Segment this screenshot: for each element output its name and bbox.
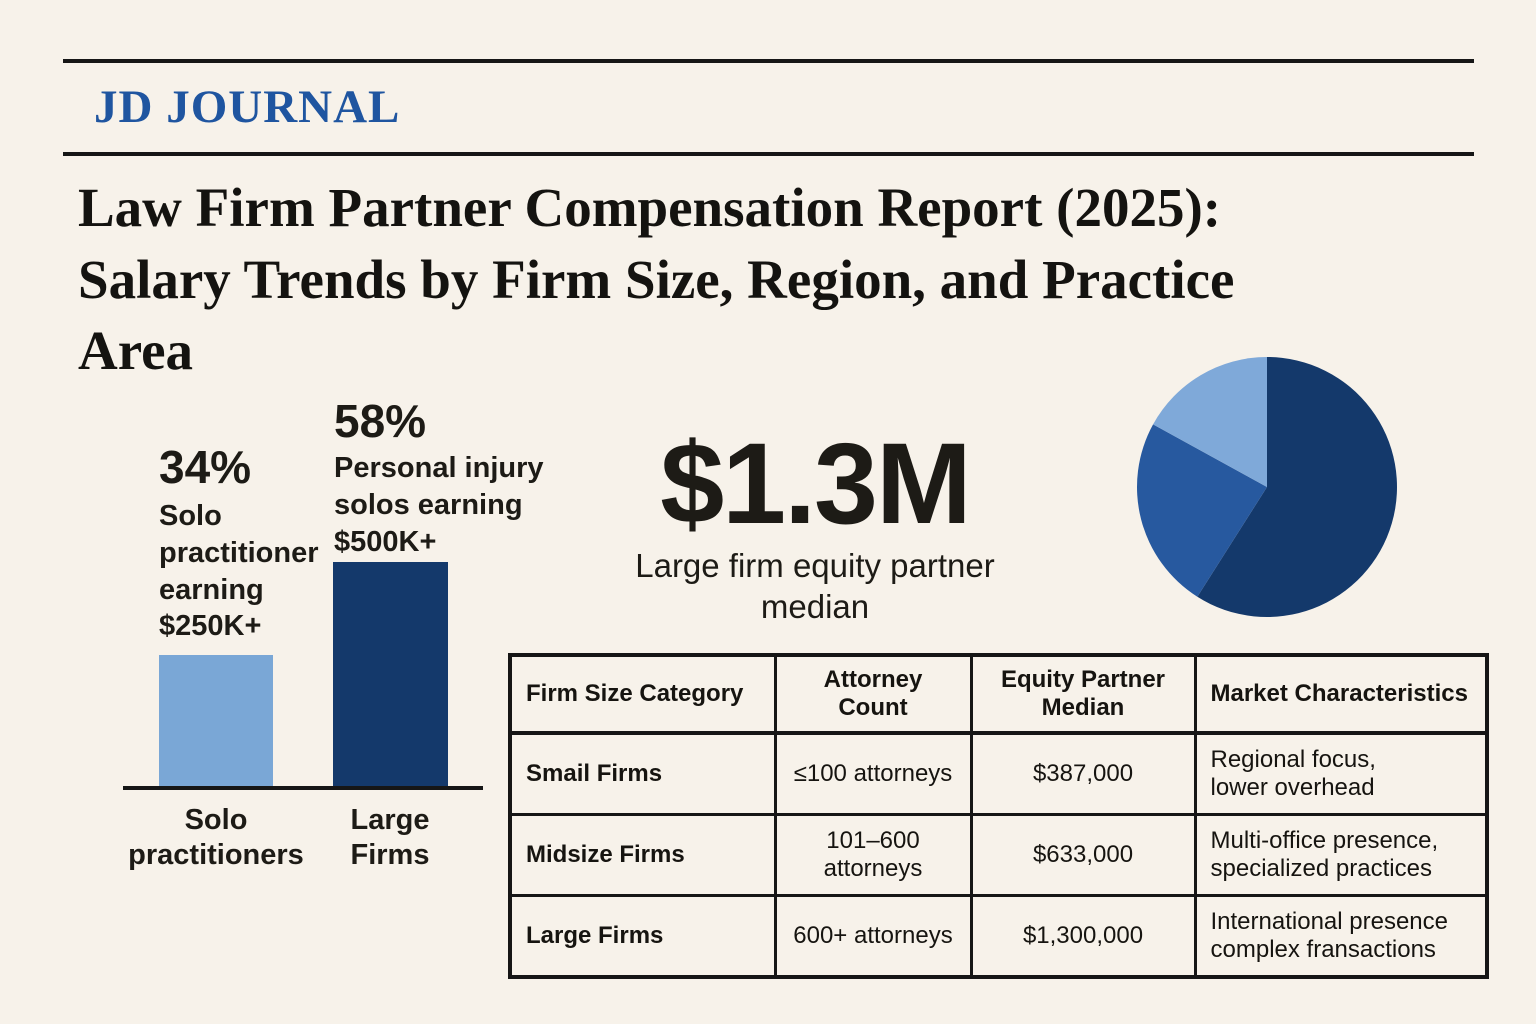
bar-label-large: Large Firms — [350, 804, 430, 871]
table-row: Large Firms 600+ attorneys $1,300,000 In… — [508, 894, 1489, 979]
firm-size-table: Firm Size Category Attorney Count Equity… — [508, 653, 1489, 979]
col-header-market: Market Characteristics — [1193, 653, 1489, 735]
masthead-title: JD JOURNAL — [94, 81, 401, 133]
stat-median-value: $1.3M — [660, 420, 972, 548]
cell-attorney-count: 101–600 attorneys — [773, 813, 973, 897]
table-header-row: Firm Size Category Attorney Count Equity… — [508, 653, 1489, 735]
pie-chart-svg — [1137, 357, 1397, 617]
cell-attorney-count: 600+ attorneys — [773, 894, 973, 979]
cell-attorney-count: ≤100 attorneys — [773, 731, 973, 816]
cell-market: Multi-office presence, specialized pract… — [1193, 813, 1489, 897]
col-header-firm-size: Firm Size Category — [508, 653, 777, 735]
cell-equity-median: $387,000 — [969, 731, 1197, 816]
cell-equity-median: $1,300,000 — [969, 894, 1197, 979]
masthead-rule — [63, 152, 1474, 156]
bar-solo-practitioners — [159, 655, 273, 788]
col-header-equity-median: Equity Partner Median — [969, 653, 1197, 735]
bar-large-firms — [333, 562, 448, 788]
cell-market: Regional focus, lower overhead — [1193, 731, 1489, 816]
stat-solo-percent: 34% — [159, 441, 252, 493]
pie-slice — [1153, 357, 1267, 487]
cell-market: International presence complex fransacti… — [1193, 894, 1489, 979]
pie-slice — [1137, 424, 1267, 597]
cell-category: Large Firms — [508, 894, 777, 979]
bar-chart-axis — [123, 786, 483, 790]
cell-category: Midsize Firms — [508, 813, 777, 897]
stat-pi-caption: Personal injury solos earning $500K+ — [334, 452, 544, 558]
article-headline: Law Firm Partner Compensation Report (20… — [78, 177, 1235, 381]
pie-slice — [1197, 357, 1397, 617]
bar-label-solo: Solo practitioners — [128, 804, 304, 871]
cell-equity-median: $633,000 — [969, 813, 1197, 897]
top-rule — [63, 59, 1474, 63]
stat-median-caption: Large firm equity partner median — [635, 547, 995, 626]
cell-category: Smail Firms — [508, 731, 777, 816]
table-row: Midsize Firms 101–600 attorneys $633,000… — [508, 813, 1489, 897]
col-header-attorney-count: Attorney Count — [773, 653, 973, 735]
table-row: Smail Firms ≤100 attorneys $387,000 Regi… — [508, 731, 1489, 816]
stat-pi-percent: 58% — [334, 395, 427, 447]
stat-solo-caption: Solo practitioner earning $250K+ — [159, 500, 319, 643]
pie-chart — [1136, 356, 1398, 618]
